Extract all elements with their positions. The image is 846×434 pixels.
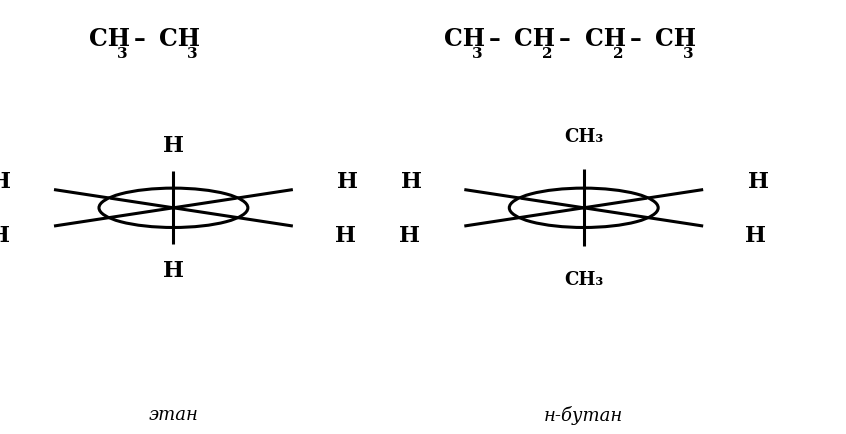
Text: H: H (398, 224, 420, 246)
Text: 3: 3 (187, 47, 198, 61)
Text: –: – (489, 27, 501, 51)
Text: H: H (163, 135, 184, 157)
Text: –: – (629, 27, 641, 51)
Text: CH₃: CH₃ (564, 128, 603, 146)
Text: CH: CH (655, 27, 696, 51)
Text: 2: 2 (613, 47, 623, 61)
Text: H: H (335, 224, 356, 246)
Text: H: H (745, 224, 766, 246)
Text: 2: 2 (542, 47, 552, 61)
Text: н-бутан: н-бутан (544, 405, 624, 424)
Text: CH: CH (585, 27, 626, 51)
Text: CH: CH (514, 27, 556, 51)
Ellipse shape (99, 189, 248, 228)
Text: 3: 3 (117, 47, 128, 61)
Text: H: H (400, 171, 421, 192)
Ellipse shape (509, 189, 658, 228)
Text: 3: 3 (472, 47, 483, 61)
Text: этан: этан (149, 405, 198, 424)
Text: 3: 3 (683, 47, 694, 61)
Text: H: H (0, 171, 11, 192)
Text: CH₃: CH₃ (564, 270, 603, 289)
Text: CH: CH (159, 27, 201, 51)
Text: H: H (338, 171, 359, 192)
Text: H: H (163, 260, 184, 282)
Text: CH: CH (89, 27, 130, 51)
Text: –: – (559, 27, 571, 51)
Text: –: – (134, 27, 146, 51)
Text: CH: CH (444, 27, 486, 51)
Text: H: H (0, 224, 9, 246)
Text: H: H (748, 171, 769, 192)
